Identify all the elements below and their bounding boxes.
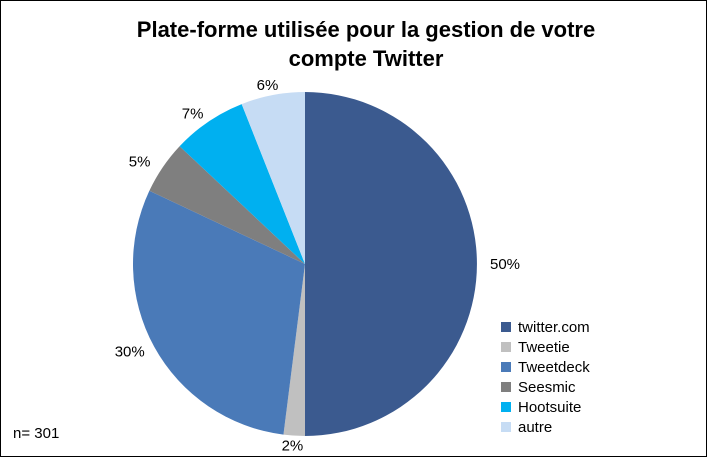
legend-swatch (501, 422, 511, 432)
pie-slice-seesmic (149, 146, 305, 264)
legend-item: Seesmic (501, 377, 590, 397)
data-label: 50% (490, 256, 520, 273)
chart-title: Plate-forme utilisée pour la gestion de … (136, 17, 596, 71)
data-label: 7% (182, 105, 204, 122)
data-label: 30% (115, 344, 145, 361)
pie-slice-twitter-com (305, 92, 477, 436)
legend-label: autre (518, 418, 553, 436)
legend-item: Tweetie (501, 337, 590, 357)
legend-label: twitter.com (518, 318, 590, 336)
data-label: 5% (129, 154, 151, 171)
legend-item: Tweetdeck (501, 357, 590, 377)
legend-item: Hootsuite (501, 397, 590, 417)
sample-size-note: n= 301 (13, 425, 60, 442)
pie-slice-autre (241, 92, 305, 264)
legend-item: autre (501, 417, 590, 437)
legend-label: Hootsuite (518, 398, 582, 416)
legend-swatch (501, 322, 511, 332)
data-label: 6% (257, 77, 279, 94)
legend-label: Tweetie (518, 338, 570, 356)
legend-item: twitter.com (501, 317, 590, 337)
legend-swatch (501, 362, 511, 372)
pie-slice-tweetie (283, 264, 305, 436)
data-label: 2% (282, 438, 304, 455)
pie-slice-hootsuite (179, 104, 305, 264)
legend-label: Tweetdeck (518, 358, 590, 376)
legend-swatch (501, 402, 511, 412)
pie-slice-tweetdeck (133, 190, 305, 435)
legend-swatch (501, 382, 511, 392)
legend-label: Seesmic (518, 378, 576, 396)
legend: twitter.com Tweetie Tweetdeck Seesmic Hootsu… (501, 317, 590, 437)
legend-swatch (501, 342, 511, 352)
